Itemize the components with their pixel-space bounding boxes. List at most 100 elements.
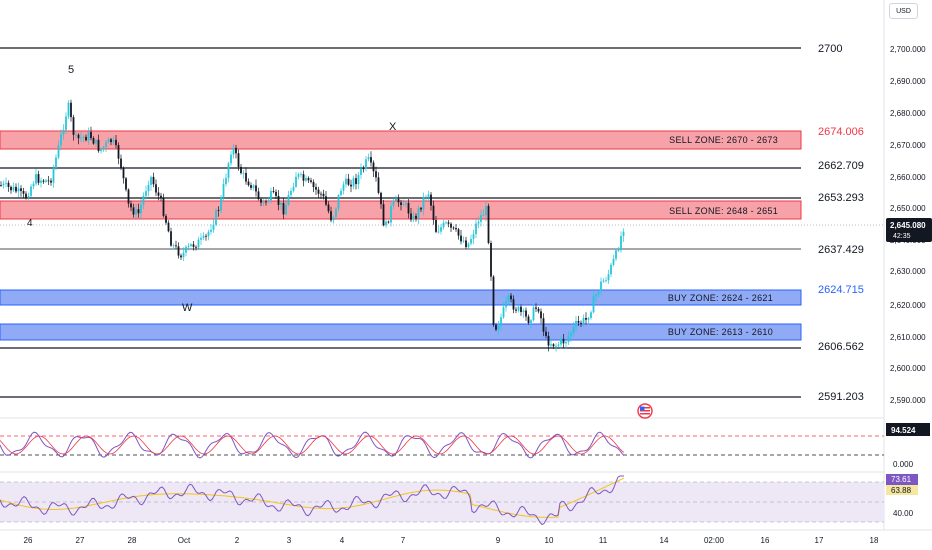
candle-body [560,338,562,345]
candle-body [475,223,477,235]
current-price-value: 2,645.080 [890,221,926,230]
candle-body [437,231,440,233]
time-tick: 16 [761,536,770,545]
us-flag-icon[interactable] [637,403,653,419]
stoch-rsi-pane[interactable]: 94.524 0.000 [0,423,930,469]
candle-body [580,322,582,324]
candle-body [207,231,210,237]
candle-body [472,234,475,239]
candle-body [275,191,277,196]
sell-zone-2[interactable] [0,200,802,220]
candle-body [607,274,610,281]
price-tick: 2,670.000 [890,141,926,150]
buy-zone-1-label: BUY ZONE: 2624 - 2621 [668,293,773,303]
buy-zone-2-label: BUY ZONE: 2613 - 2610 [668,327,773,337]
candle-body [155,184,157,193]
candle-body [72,117,75,135]
candle-body [202,235,205,238]
candle-body [0,185,2,186]
candle-body [55,157,57,168]
candle-body [47,180,50,182]
candle-body [332,217,335,221]
candle-body [337,195,340,209]
price-tick: 2,660.000 [890,173,926,182]
currency-button[interactable]: USD [889,3,918,19]
candle-body [302,174,305,181]
candle-body [547,335,550,346]
candle-body [507,295,510,302]
candle-body [80,137,82,139]
time-tick: 14 [660,536,669,545]
candle-body [240,166,242,174]
candle-body [465,240,467,248]
candle-body [267,200,270,202]
time-axis[interactable]: 26 27 28 Oct 2 3 4 7 9 10 11 14 02:00 16… [24,536,879,545]
rsi-signal-badge [886,485,918,495]
candle-body [150,176,152,185]
candle-body [562,338,565,344]
candle-body [432,205,435,221]
candlestick-series[interactable] [0,99,625,352]
candle-body [555,345,557,347]
candle-body [542,318,545,332]
level-label: 2591.203 [818,391,864,403]
candle-body [65,116,67,130]
candle-body [585,317,587,320]
sell-zone-2-label: SELL ZONE: 2648 - 2651 [669,206,778,216]
candle-body [167,222,170,232]
candle-body [92,138,95,144]
candle-body [622,231,625,237]
rsi-value-badge [886,474,918,485]
candle-body [390,205,392,223]
rsi-signal-value: 63.88 [891,486,912,495]
candle-body [242,172,245,174]
candle-body [165,215,167,223]
candle-body [260,199,262,203]
candle-body [2,183,5,186]
candle-body [535,307,537,309]
candle-body [157,192,160,196]
candle-body [365,159,367,169]
candle-body [450,223,452,228]
candle-body [100,149,102,152]
candle-body [115,139,117,146]
candle-body [407,202,410,214]
time-tick: 11 [599,536,608,545]
sell-zone-1[interactable] [0,130,802,150]
rsi-pane[interactable]: 73.61 63.88 40.00 [0,474,918,526]
candle-body [10,186,12,191]
candle-body [452,227,455,229]
candle-body [120,158,122,168]
time-tick: 02:00 [704,536,725,545]
candle-body [112,139,115,143]
candle-body [152,176,155,185]
candle-body [262,201,265,203]
current-price-badge: 2,645.080 42:35 [886,218,932,242]
candle-body [490,242,492,277]
rsi-ma-line [0,477,625,518]
candle-body [200,237,202,240]
buy-zone-price-label: 2624.715 [818,284,864,296]
wave-label-5: 5 [68,64,74,76]
time-tick: 3 [287,536,292,545]
candle-body [222,184,225,198]
candle-body [382,204,385,226]
price-tick: 2,680.000 [890,109,926,118]
candle-body [277,195,280,205]
candle-body [527,316,530,323]
candle-body [135,209,137,215]
candle-body [460,235,462,242]
candle-body [477,221,480,224]
candle-body [492,276,495,325]
candle-body [467,243,470,248]
candle-body [567,336,570,342]
candle-body [470,238,472,244]
buy-zone-2[interactable] [0,323,802,341]
candle-body [130,203,132,208]
candle-body [440,227,442,232]
candle-body [322,193,325,197]
candle-body [225,177,227,185]
candle-body [270,191,272,201]
level-label: 2700 [818,43,842,55]
